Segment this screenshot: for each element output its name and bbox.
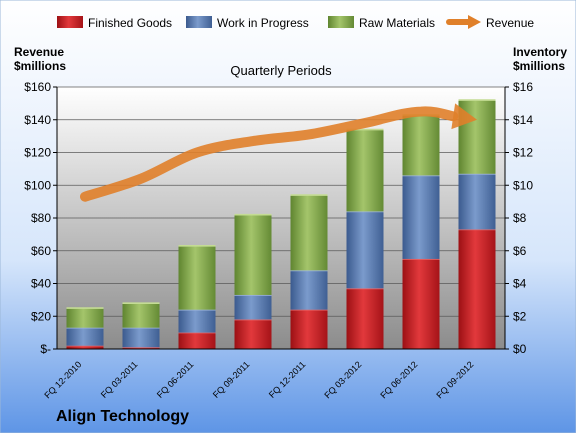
right-axis-title-line2: $millions xyxy=(513,59,565,73)
right-tick-label: $2 xyxy=(513,309,527,323)
right-tick-label: $16 xyxy=(513,80,533,94)
left-tick-label: $80 xyxy=(31,211,51,225)
right-tick-label: $8 xyxy=(513,211,527,225)
left-tick-label: $160 xyxy=(24,80,51,94)
left-tick-label: $40 xyxy=(31,277,51,291)
right-tick-label: $0 xyxy=(513,342,527,356)
revenue-arrowhead xyxy=(451,103,477,130)
revenue-series xyxy=(80,103,477,202)
right-tick-label: $12 xyxy=(513,146,533,160)
bar-raw-materials xyxy=(66,308,104,328)
left-tick-label: $140 xyxy=(24,113,51,127)
left-axis-title-line1: Revenue xyxy=(14,45,64,59)
right-tick-label: $10 xyxy=(513,178,533,192)
right-axis-title-line1: Inventory xyxy=(513,45,567,59)
bar-finished-goods xyxy=(178,332,216,349)
bar-raw-materials xyxy=(402,114,440,176)
bar-work-in-progress xyxy=(178,309,216,333)
bar-work-in-progress xyxy=(458,173,496,230)
left-tick-label: $100 xyxy=(24,178,51,192)
bar-work-in-progress xyxy=(402,175,440,259)
legend: Finished Goods Work in Progress Raw Mate… xyxy=(57,15,534,30)
bar-work-in-progress xyxy=(66,327,104,346)
bar-raw-materials xyxy=(122,303,160,328)
right-tick-label: $14 xyxy=(513,113,533,127)
legend-arrow-revenue xyxy=(468,15,481,29)
bar-finished-goods xyxy=(402,258,440,349)
bar-stacks xyxy=(66,99,496,349)
left-tick-label: $- xyxy=(40,342,51,356)
legend-label-revenue: Revenue xyxy=(486,16,534,30)
company-name: Align Technology xyxy=(56,408,189,425)
left-tick-label: $60 xyxy=(31,244,51,258)
left-tick-label: $120 xyxy=(24,146,51,160)
revenue-line xyxy=(80,106,459,202)
right-tick-label: $4 xyxy=(513,277,527,291)
bar-work-in-progress xyxy=(122,327,160,348)
bar-raw-materials xyxy=(178,245,216,310)
bar-raw-materials xyxy=(346,129,384,212)
legend-label-work-in-progress: Work in Progress xyxy=(217,16,309,30)
bar-work-in-progress xyxy=(234,294,272,320)
bar-raw-materials xyxy=(234,214,272,295)
bar-work-in-progress xyxy=(290,270,328,310)
legend-label-raw-materials: Raw Materials xyxy=(359,16,435,30)
bar-finished-goods xyxy=(346,288,384,349)
bar-finished-goods xyxy=(122,347,160,349)
legend-swatch-finished-goods xyxy=(57,16,83,28)
left-tick-label: $20 xyxy=(31,309,51,323)
legend-swatch-work-in-progress xyxy=(186,16,212,28)
chart-title: Quarterly Periods xyxy=(230,63,332,78)
bar-raw-materials xyxy=(290,195,328,271)
right-tick-label: $6 xyxy=(513,244,527,258)
bar-finished-goods xyxy=(458,229,496,349)
bar-finished-goods xyxy=(66,345,104,349)
bar-finished-goods xyxy=(290,309,328,349)
bar-work-in-progress xyxy=(346,211,384,289)
left-axis-title-line2: $millions xyxy=(14,59,66,73)
legend-label-finished-goods: Finished Goods xyxy=(88,16,172,30)
legend-swatch-raw-materials xyxy=(328,16,354,28)
bar-finished-goods xyxy=(234,319,272,349)
